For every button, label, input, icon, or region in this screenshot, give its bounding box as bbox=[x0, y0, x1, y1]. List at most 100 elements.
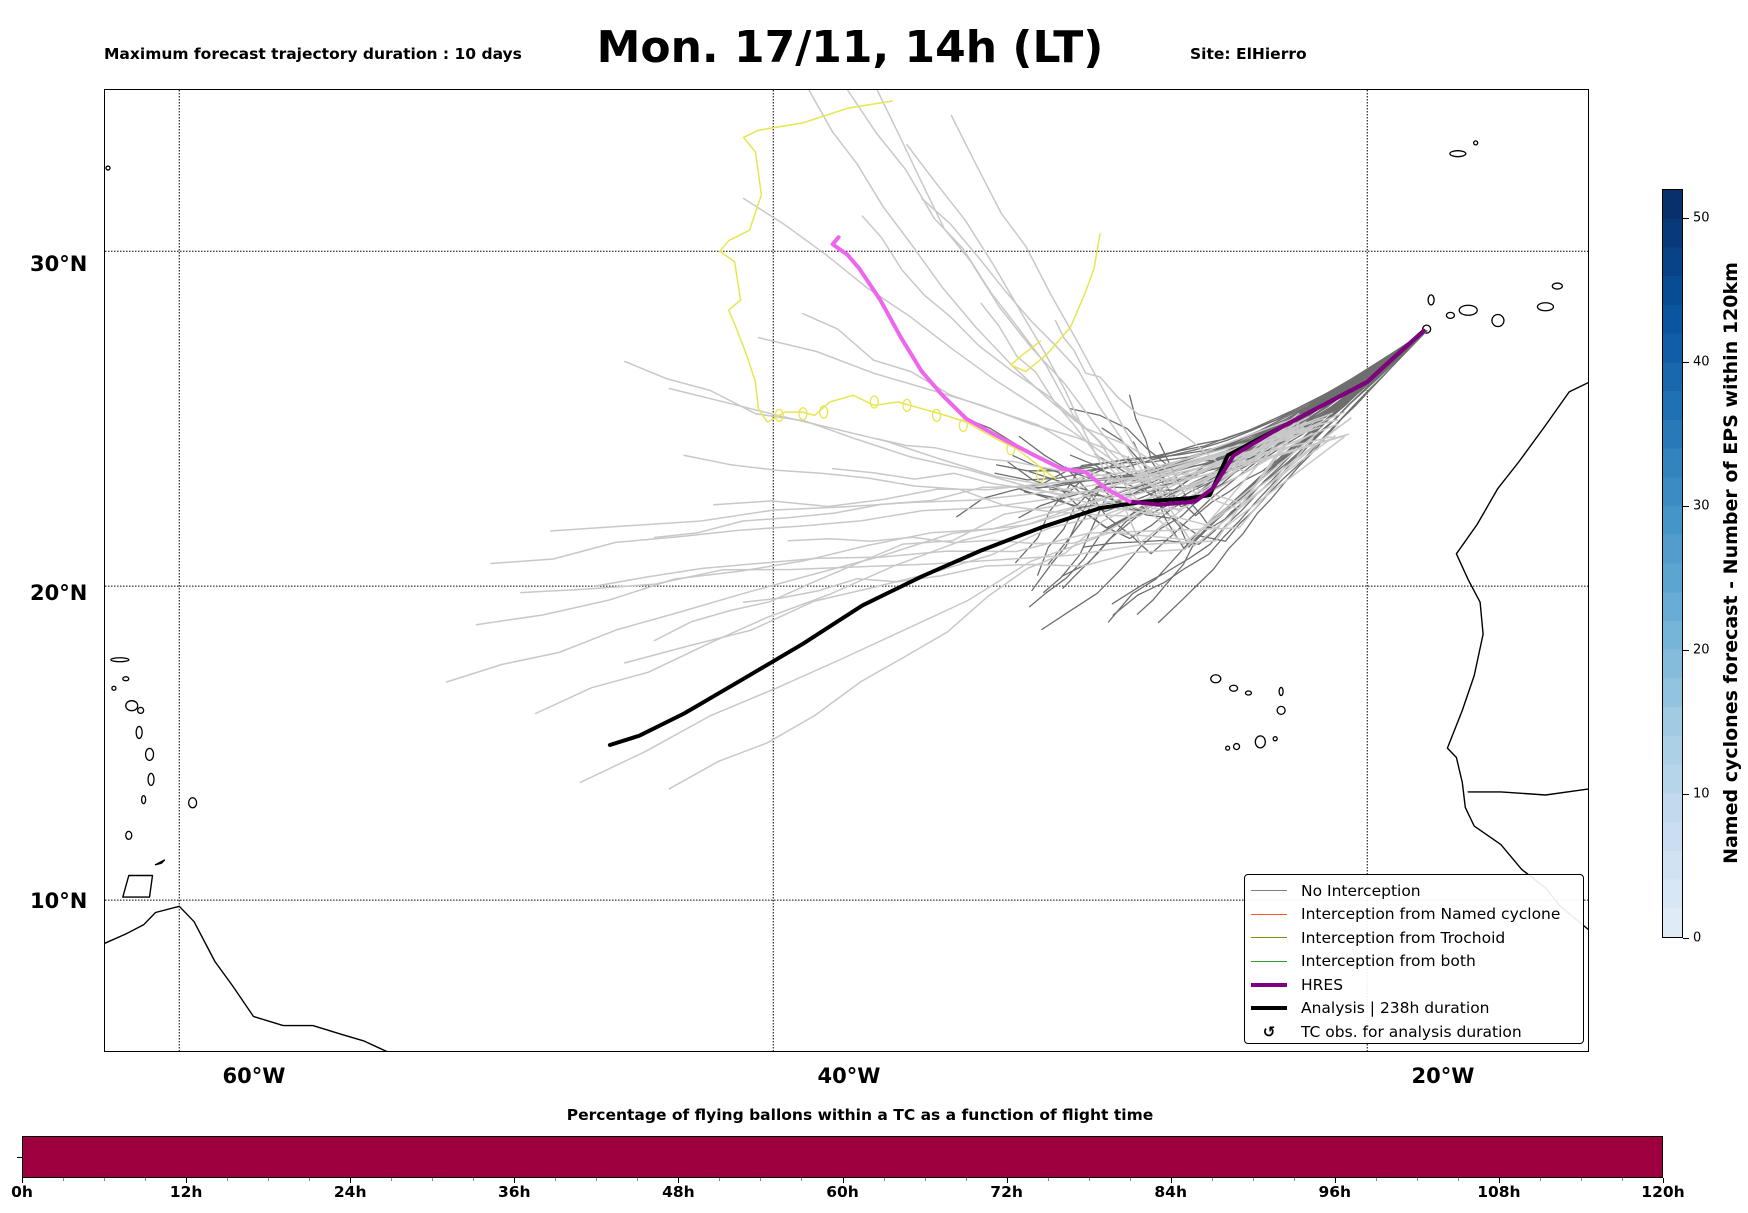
x-minor-tick bbox=[760, 1178, 762, 1181]
eps-trajectory-far bbox=[475, 434, 1299, 626]
trochoid-track bbox=[719, 100, 1057, 480]
x-tick-label: 84h bbox=[1154, 1183, 1187, 1201]
eps-trajectory-far bbox=[653, 417, 1297, 642]
page-title: Mon. 17/11, 14h (LT) bbox=[596, 22, 1104, 73]
eps-trajectory-far bbox=[861, 215, 1325, 473]
colorbar-tick bbox=[1683, 217, 1689, 219]
legend-item-no-interception: No Interception bbox=[1251, 879, 1577, 903]
legend-swatch bbox=[1251, 1006, 1287, 1011]
x-minor-tick bbox=[1293, 1178, 1295, 1181]
trochoid-loop bbox=[902, 398, 912, 413]
eps-trajectory-far bbox=[490, 418, 1338, 565]
coastline bbox=[105, 905, 388, 1051]
legend-label: Interception from both bbox=[1301, 952, 1476, 971]
eps-trajectory-far bbox=[980, 302, 1319, 546]
legend-swatch bbox=[1251, 960, 1287, 962]
lon-label-20w: 20°W bbox=[1411, 1064, 1475, 1088]
x-tick-label: 60h bbox=[826, 1183, 859, 1201]
trochoid-track-branch bbox=[1010, 232, 1101, 373]
eps-trajectory-far bbox=[808, 90, 1309, 477]
eps-trajectory-far bbox=[445, 433, 1350, 683]
coastline bbox=[154, 859, 166, 866]
island-outline bbox=[1458, 304, 1478, 316]
trochoid-loop bbox=[1035, 468, 1046, 482]
cyclone-symbol-icon: ↺ bbox=[1262, 1022, 1276, 1041]
eps-trajectory-far bbox=[921, 197, 1321, 489]
x-minor-tick bbox=[432, 1178, 434, 1181]
x-minor-tick bbox=[63, 1178, 65, 1181]
analysis-trajectory bbox=[607, 328, 1426, 747]
island-outline bbox=[1278, 686, 1284, 697]
island-outline bbox=[147, 772, 155, 787]
eps-trajectory-near bbox=[1117, 330, 1428, 542]
island-outline bbox=[1244, 690, 1253, 696]
lon-label-60w: 60°W bbox=[222, 1064, 286, 1088]
x-tick-label: 108h bbox=[1477, 1183, 1521, 1201]
x-major-tick bbox=[1170, 1178, 1172, 1183]
island-outline bbox=[1449, 150, 1467, 158]
colorbar-tick-label: 30 bbox=[1693, 498, 1710, 514]
eps-trajectory-far bbox=[653, 419, 1339, 539]
island-outline bbox=[1427, 294, 1435, 306]
eps-trajectory-far bbox=[831, 425, 1300, 510]
trochoid-trajectory bbox=[719, 100, 1101, 482]
eps-trajectory-far bbox=[520, 420, 1301, 594]
x-minor-tick bbox=[1252, 1178, 1254, 1181]
percentage-bar bbox=[22, 1136, 1663, 1178]
island-outline bbox=[1536, 302, 1555, 312]
island-outline bbox=[140, 795, 147, 805]
x-major-tick bbox=[1334, 1178, 1336, 1183]
site-text: Site: ElHierro bbox=[1190, 45, 1307, 63]
x-minor-tick bbox=[227, 1178, 229, 1181]
eps-trajectory-far bbox=[549, 411, 1345, 532]
legend-item-both: Interception from both bbox=[1251, 950, 1577, 974]
x-major-tick bbox=[22, 1178, 23, 1183]
legend-item-hres: HRES bbox=[1251, 973, 1577, 997]
coastline bbox=[1446, 381, 1588, 931]
x-tick-label: 96h bbox=[1318, 1183, 1352, 1201]
trochoid-loop bbox=[819, 405, 829, 419]
eps-trajectory-far bbox=[906, 143, 1302, 544]
eps-trajectory-far bbox=[757, 336, 1299, 510]
legend-swatch bbox=[1251, 890, 1287, 892]
map-canvas bbox=[105, 90, 1588, 1051]
coastline bbox=[122, 874, 154, 898]
legend-swatch bbox=[1251, 937, 1287, 939]
eps-trajectory-far bbox=[846, 90, 1314, 485]
lon-label-40w: 40°W bbox=[817, 1064, 881, 1088]
colorbar-tick bbox=[1683, 649, 1689, 651]
legend-item-named-cyclone: Interception from Named cyclone bbox=[1251, 903, 1577, 927]
x-tick-label: 24h bbox=[333, 1183, 367, 1201]
colorbar-tick-label: 40 bbox=[1693, 354, 1710, 370]
colorbar-tick-label: 0 bbox=[1693, 930, 1702, 946]
island-outline bbox=[1254, 735, 1266, 749]
x-major-tick bbox=[678, 1178, 680, 1183]
chart-title: Percentage of flying ballons within a TC… bbox=[566, 1106, 1154, 1124]
x-minor-tick bbox=[965, 1178, 967, 1181]
lat-label-30n: 30°N bbox=[30, 252, 88, 276]
eps-trajectories bbox=[445, 90, 1428, 790]
x-minor-tick bbox=[1580, 1178, 1582, 1181]
x-minor-tick bbox=[309, 1178, 311, 1181]
max-duration-text: Maximum forecast trajectory duration : 1… bbox=[104, 45, 522, 63]
x-minor-tick bbox=[1375, 1178, 1377, 1181]
legend-label: Interception from Named cyclone bbox=[1301, 905, 1561, 924]
x-tick-label: 48h bbox=[662, 1183, 695, 1201]
x-major-tick bbox=[842, 1178, 844, 1183]
legend-label: No Interception bbox=[1301, 881, 1421, 900]
x-major-tick bbox=[350, 1178, 352, 1183]
colorbar-tick bbox=[1683, 361, 1689, 363]
island-outline bbox=[136, 706, 145, 715]
x-minor-tick bbox=[555, 1178, 557, 1181]
x-minor-tick bbox=[1088, 1178, 1090, 1181]
x-tick-label: 120h bbox=[1641, 1183, 1685, 1201]
x-minor-tick bbox=[473, 1178, 475, 1181]
trochoid-loop bbox=[798, 407, 808, 421]
x-minor-tick bbox=[145, 1178, 147, 1181]
x-minor-tick bbox=[719, 1178, 721, 1181]
island-outline bbox=[111, 685, 117, 691]
eps-trajectory-near bbox=[1029, 330, 1428, 515]
legend-label: Analysis | 238h duration bbox=[1301, 999, 1490, 1018]
x-minor-tick bbox=[1416, 1178, 1418, 1181]
x-tick-label: 0h bbox=[11, 1183, 33, 1201]
